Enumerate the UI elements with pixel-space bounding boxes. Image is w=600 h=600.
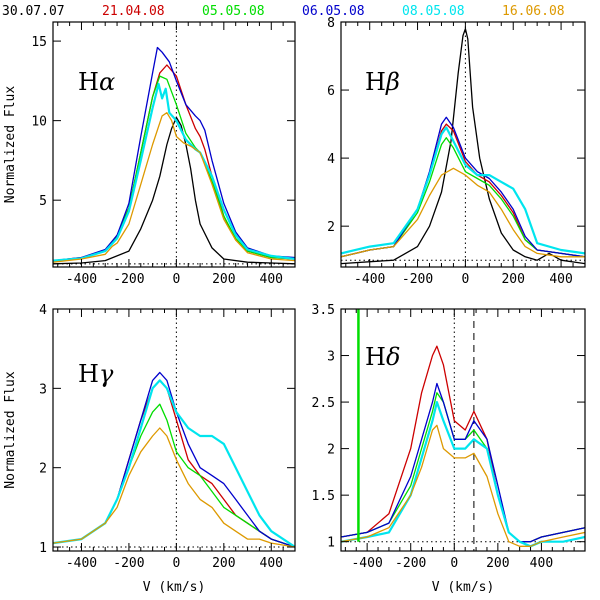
series-line-21.04.08 [341,123,585,258]
series-line-30.07.07 [53,116,295,265]
x-tick-label: 400 [260,556,283,571]
panel-title-main: H [365,68,386,96]
x-tick-label: 0 [172,556,180,571]
x-tick-label: -200 [113,272,144,287]
y-tick-label: 2 [327,443,335,458]
x-tick-label: 200 [486,556,509,571]
y-tick-label: 2 [327,220,335,235]
panel-frame [52,308,296,552]
x-tick-label: 400 [260,272,283,287]
y-tick-label: 1 [39,541,47,556]
x-axis-title: V (km/s) [143,580,206,595]
x-tick-label: -400 [66,272,97,287]
series-line-05.05.08 [341,137,585,258]
y-tick-label: 2.5 [312,396,335,411]
legend-entry-08.05.08: 08.05.08 [402,4,465,19]
x-tick-label: 0 [461,272,469,287]
x-tick-label: 0 [172,272,180,287]
series-line-05.05.08 [53,75,295,262]
y-axis-title: Normalized Flux [3,371,18,489]
series-line-06.05.08 [53,46,295,262]
panel-title-main: H [365,343,386,371]
series-line-08.05.08 [341,401,585,548]
panel-2: -400 -200 0 200 400 2 4 6 8 Hβ [327,16,586,287]
panel-title: Hδ [365,343,400,371]
legend-entry-30.07.07: 30.07.07 [2,4,65,19]
panel-title: Hβ [365,68,400,96]
legend: 30.07.07 21.04.08 05.05.08 06.05.08 08.05.08… [2,4,565,19]
series-line-06.05.08 [341,116,585,258]
x-tick-label: -400 [66,556,97,571]
series-line-16.06.08 [341,167,585,258]
panel-title-greek: β [385,68,400,96]
y-tick-label: 15 [31,35,47,50]
legend-entry-16.06.08: 16.06.08 [502,4,565,19]
panel-4: -400 -200 0 200 400 1 1.5 2 2.5 3 3.5 Hδ V (km/s) [312,303,586,595]
y-tick-label: 4 [327,152,335,167]
x-tick-label: 400 [549,272,572,287]
y-tick-label: 5 [39,194,47,209]
x-tick-label: -200 [395,556,426,571]
panel-frame [52,21,296,268]
series-line-06.05.08 [53,371,295,548]
series-line-08.05.08 [53,379,295,548]
panel-title-greek: α [99,68,115,96]
y-tick-label: 8 [327,16,335,31]
legend-entry-06.05.08: 06.05.08 [302,4,365,19]
legend-entry-21.04.08: 21.04.08 [102,4,165,19]
y-tick-label: 1.5 [312,489,335,504]
series-line-05.05.08 [341,392,585,543]
series-line-08.05.08 [53,82,295,262]
y-axis-title: Normalized Flux [3,86,18,204]
y-tick-label: 10 [31,115,47,130]
x-tick-label: 400 [530,556,553,571]
x-axis-title: V (km/s) [432,580,495,595]
panel-title-greek: γ [99,360,114,388]
y-tick-label: 6 [327,84,335,99]
x-tick-label: -400 [351,556,382,571]
panel-title: Hγ [78,360,114,388]
x-tick-label: -200 [402,272,433,287]
y-tick-label: 3.5 [312,303,335,318]
x-tick-label: 200 [501,272,524,287]
panel-3: -400 -200 0 200 400 1 2 3 4 Hγ Normalized Flux V (k… [3,303,296,595]
y-tick-label: 2 [39,462,47,477]
series-line-05.05.08 [53,403,295,548]
x-tick-label: 0 [450,556,458,571]
y-tick-label: 3 [39,382,47,397]
series-line-06.05.08 [341,382,585,543]
x-tick-label: -200 [113,556,144,571]
y-tick-label: 1 [327,536,335,551]
panel-1: -400 -200 0 200 400 5 10 15 Hα Normalized Flux [3,21,296,287]
panel-frame [340,308,586,552]
x-tick-label: 200 [212,272,235,287]
y-tick-label: 4 [39,303,47,318]
series-line-16.06.08 [53,427,295,548]
legend-entry-05.05.08: 05.05.08 [202,4,265,19]
panel-frame [340,21,586,268]
series-line-30.07.07 [341,28,585,265]
series-line-16.06.08 [341,424,585,547]
series-line-08.05.08 [341,126,585,255]
panel-title-main: H [78,360,99,388]
panel-title-greek: δ [386,343,400,371]
x-tick-label: -400 [354,272,385,287]
panel-title-main: H [78,68,99,96]
series-line-16.06.08 [53,112,295,263]
panel-title: Hα [78,68,115,96]
x-tick-label: 200 [212,556,235,571]
y-tick-label: 3 [327,350,335,365]
series-line-21.04.08 [341,345,585,543]
